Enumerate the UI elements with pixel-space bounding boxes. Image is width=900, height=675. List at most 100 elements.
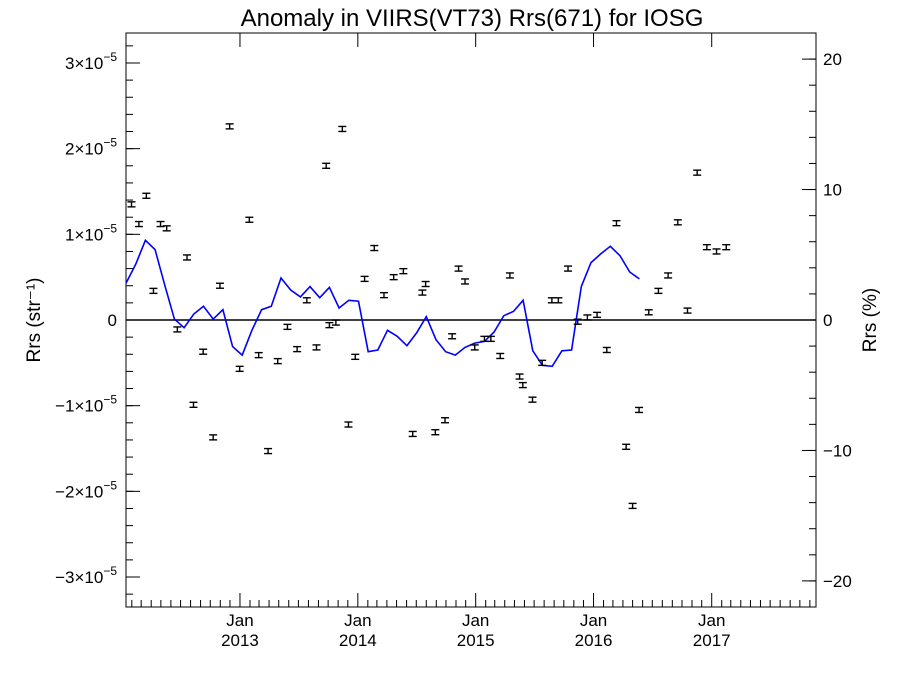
y-axis-right: 20 10 0 −10 −20 [802, 50, 852, 591]
data-point [664, 272, 673, 279]
anomaly-points [127, 123, 731, 510]
data-point [338, 125, 347, 133]
y-axis-left: 3×10−5 2×10−5 1×10−5 0 −1×10−5 −2×10−5 −3×10−5 [55, 50, 140, 587]
data-point [156, 220, 165, 228]
x-tick-year: 2015 [457, 631, 495, 650]
data-point [162, 225, 171, 232]
data-point [142, 192, 151, 199]
data-point [554, 297, 563, 304]
data-point [245, 216, 254, 223]
data-point [441, 417, 450, 424]
data-point [344, 421, 353, 428]
data-point [528, 396, 537, 403]
data-point [593, 311, 602, 319]
data-point [602, 346, 611, 354]
x-tick-month: Jan [580, 611, 607, 630]
y-right-tick-label: 10 [823, 181, 842, 200]
data-point [683, 307, 692, 314]
data-point [654, 287, 663, 295]
data-point [235, 365, 244, 373]
y-tick-label: 2×10−5 [65, 136, 117, 159]
x-tick-month: Jan [698, 611, 725, 630]
data-point [486, 335, 495, 343]
y-right-tick-label: −10 [823, 441, 852, 460]
data-point [199, 348, 208, 355]
data-point [273, 357, 282, 365]
data-point [421, 280, 430, 288]
data-point [454, 265, 463, 272]
data-point [693, 169, 702, 176]
data-point [183, 254, 192, 261]
data-point [564, 265, 573, 272]
data-point [505, 272, 514, 279]
x-tick-year: 2014 [339, 631, 377, 650]
anomaly-smoothed-line [125, 238, 640, 368]
y-tick-label: 1×10−5 [65, 221, 117, 244]
data-point [149, 287, 158, 295]
data-point [722, 243, 731, 251]
data-point [573, 318, 582, 325]
x-tick-year: 2017 [693, 631, 731, 650]
data-point [547, 297, 556, 304]
data-point [351, 353, 360, 361]
data-point [225, 123, 234, 130]
chart-title: Anomaly in VIIRS(VT73) Rrs(671) for IOSG [241, 5, 704, 32]
y-tick-label: −3×10−5 [55, 564, 117, 587]
data-point [431, 429, 440, 436]
series-line [125, 238, 640, 368]
y-right-tick-label: 0 [823, 311, 832, 330]
data-point [612, 219, 621, 227]
data-point [173, 326, 182, 333]
data-point [134, 220, 143, 228]
data-point [325, 321, 334, 329]
data-point [538, 359, 547, 367]
y-tick-label: 0 [108, 311, 117, 330]
data-point [418, 289, 427, 296]
data-point [399, 267, 408, 275]
data-point [496, 352, 505, 360]
data-point [389, 273, 398, 281]
x-tick-month: Jan [226, 611, 253, 630]
data-point [712, 248, 721, 255]
y-right-tick-label: 20 [823, 50, 842, 69]
minor-ticks [126, 45, 816, 607]
data-point [312, 344, 321, 351]
x-tick-year: 2016 [575, 631, 613, 650]
data-point [360, 275, 369, 283]
data-point [461, 278, 470, 285]
x-tick-month: Jan [344, 611, 371, 630]
data-point [644, 309, 653, 316]
data-point [628, 502, 637, 510]
y-right-axis-title: Rrs (%) [860, 288, 881, 352]
data-point [209, 434, 218, 441]
x-tick-year: 2013 [221, 631, 259, 650]
data-point [302, 297, 311, 304]
y-tick-label: 3×10−5 [65, 50, 117, 73]
y-axis-title: Rrs (str⁻¹) [24, 278, 45, 363]
y-tick-label: −2×10−5 [55, 478, 117, 501]
data-point [264, 447, 273, 455]
data-point [448, 333, 457, 340]
data-point [283, 323, 292, 331]
data-point [293, 345, 302, 353]
data-point [518, 381, 527, 389]
data-point [583, 314, 592, 321]
y-tick-label: −1×10−5 [55, 393, 117, 416]
data-point [622, 443, 631, 450]
data-point [331, 319, 340, 326]
data-point [702, 243, 711, 251]
data-point [189, 401, 198, 409]
data-point [515, 373, 524, 380]
data-point [127, 201, 136, 208]
data-point [635, 406, 644, 414]
y-right-tick-label: −20 [823, 572, 852, 591]
data-point [254, 351, 263, 359]
data-point [470, 344, 479, 351]
data-point [379, 291, 388, 299]
data-point [673, 219, 682, 226]
data-point [370, 244, 379, 252]
data-point [322, 162, 331, 169]
x-tick-month: Jan [462, 611, 489, 630]
